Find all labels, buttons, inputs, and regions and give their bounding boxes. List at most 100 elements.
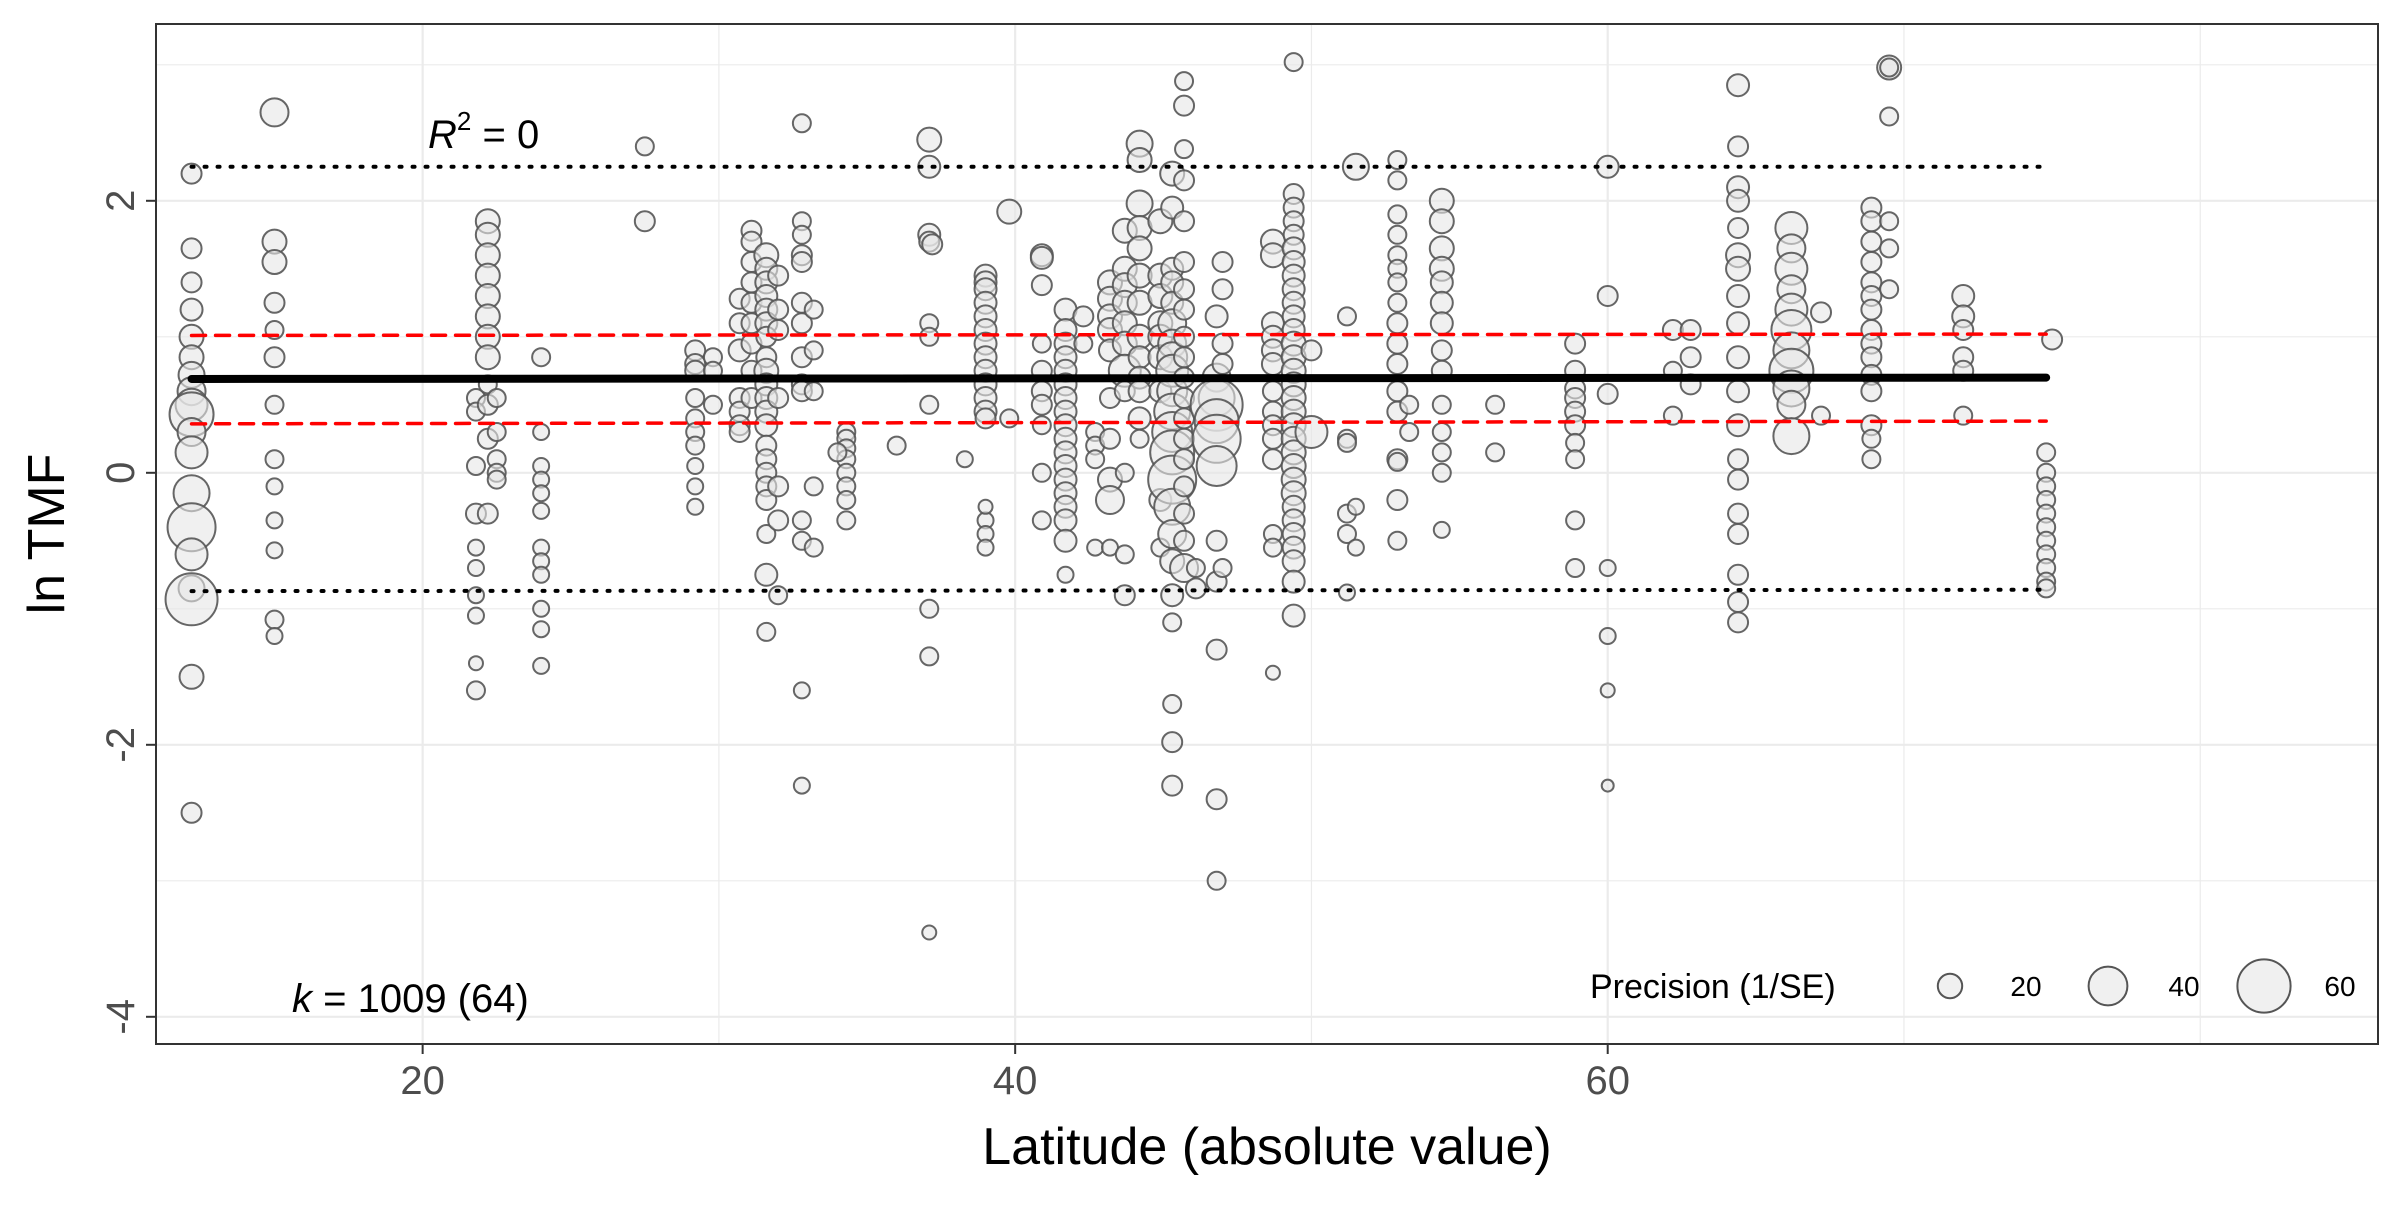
data-point (1598, 627, 1617, 645)
data-point (955, 450, 974, 469)
data-point (1387, 272, 1408, 293)
data-point (1261, 380, 1284, 403)
data-point (790, 251, 813, 273)
data-point (1259, 242, 1286, 269)
data-point (1029, 245, 1054, 270)
data-point (728, 421, 751, 443)
data-point (1600, 778, 1615, 793)
data-point (803, 476, 824, 497)
data-point (1056, 565, 1075, 584)
data-point (634, 136, 655, 157)
data-point (532, 599, 551, 618)
data-point (1860, 230, 1883, 253)
data-point (1053, 528, 1078, 553)
data-point (792, 776, 811, 795)
data-point (1861, 449, 1882, 470)
data-point (486, 388, 507, 408)
data-point (1261, 448, 1284, 471)
data-point (474, 344, 501, 371)
data-point (1596, 382, 1619, 405)
data-point (1094, 485, 1125, 515)
data-point (264, 449, 285, 470)
regression-line (187, 373, 2051, 383)
data-point (1211, 251, 1234, 273)
gridlines (156, 24, 2378, 1044)
data-point (532, 565, 551, 584)
data-point (1387, 170, 1408, 191)
data-point (1173, 502, 1196, 525)
data-point (1162, 694, 1183, 714)
data-point (1386, 312, 1409, 335)
data-point (686, 477, 705, 496)
data-point (532, 484, 551, 503)
data-point (1485, 442, 1506, 463)
k-symbol: k (292, 977, 314, 1021)
data-point (791, 224, 812, 245)
data-point (1430, 339, 1453, 362)
y-tick-label: -2 (99, 727, 143, 763)
data-point (1879, 238, 1900, 259)
data-point (1432, 520, 1451, 539)
regression-lines (187, 164, 2051, 594)
data-point (174, 537, 209, 572)
data-point (767, 319, 790, 341)
data-point (1073, 333, 1094, 354)
data-point (164, 572, 219, 627)
data-point (1860, 298, 1883, 321)
data-point (1564, 332, 1587, 355)
data-point (754, 562, 779, 587)
data-point (465, 456, 486, 476)
data-point (1679, 346, 1702, 369)
data-point (265, 541, 284, 560)
data-point (1727, 523, 1750, 545)
data-point (1162, 612, 1183, 633)
confidence-interval-upper (189, 332, 2048, 338)
data-point (1861, 428, 1882, 449)
data-point (1126, 235, 1153, 262)
data-point (1860, 380, 1883, 403)
data-point (1173, 475, 1196, 498)
data-point (1431, 422, 1452, 442)
legend-key-symbol (2236, 958, 2292, 1014)
data-point (261, 249, 288, 275)
data-point (1184, 577, 1207, 600)
data-point (803, 340, 824, 361)
data-point (1173, 210, 1196, 233)
data-point (1387, 204, 1408, 225)
data-point (919, 394, 940, 415)
data-point (1281, 603, 1306, 628)
data-point (1205, 529, 1228, 552)
data-point (1346, 538, 1365, 557)
k-annotation: k = 1009 (64) (292, 977, 529, 1021)
data-point (1336, 524, 1357, 544)
data-point (1726, 284, 1751, 308)
data-point (1564, 414, 1587, 437)
data-point (1727, 468, 1750, 491)
data-point (532, 423, 551, 441)
data-point (1879, 211, 1900, 232)
data-point (1173, 325, 1196, 348)
data-point (1205, 788, 1228, 811)
data-point (1428, 208, 1455, 235)
data-point (486, 422, 507, 442)
data-point (686, 497, 705, 516)
data-point (1431, 442, 1452, 463)
data-point (1386, 332, 1409, 355)
data-point (1879, 279, 1900, 300)
data-point (263, 291, 286, 314)
data-point (1086, 538, 1105, 557)
data-point (1776, 389, 1807, 420)
data-point (1030, 274, 1053, 297)
data-point (685, 435, 706, 456)
r-squared-symbol: R (428, 113, 457, 157)
y-tick-label: 0 (99, 462, 143, 484)
data-point (1727, 591, 1750, 613)
legend-key-label: 20 (2010, 971, 2041, 1002)
data-point (1726, 311, 1751, 336)
data-point (1031, 333, 1052, 354)
legend-key-symbol (1936, 972, 1964, 1000)
data-point (465, 680, 486, 701)
